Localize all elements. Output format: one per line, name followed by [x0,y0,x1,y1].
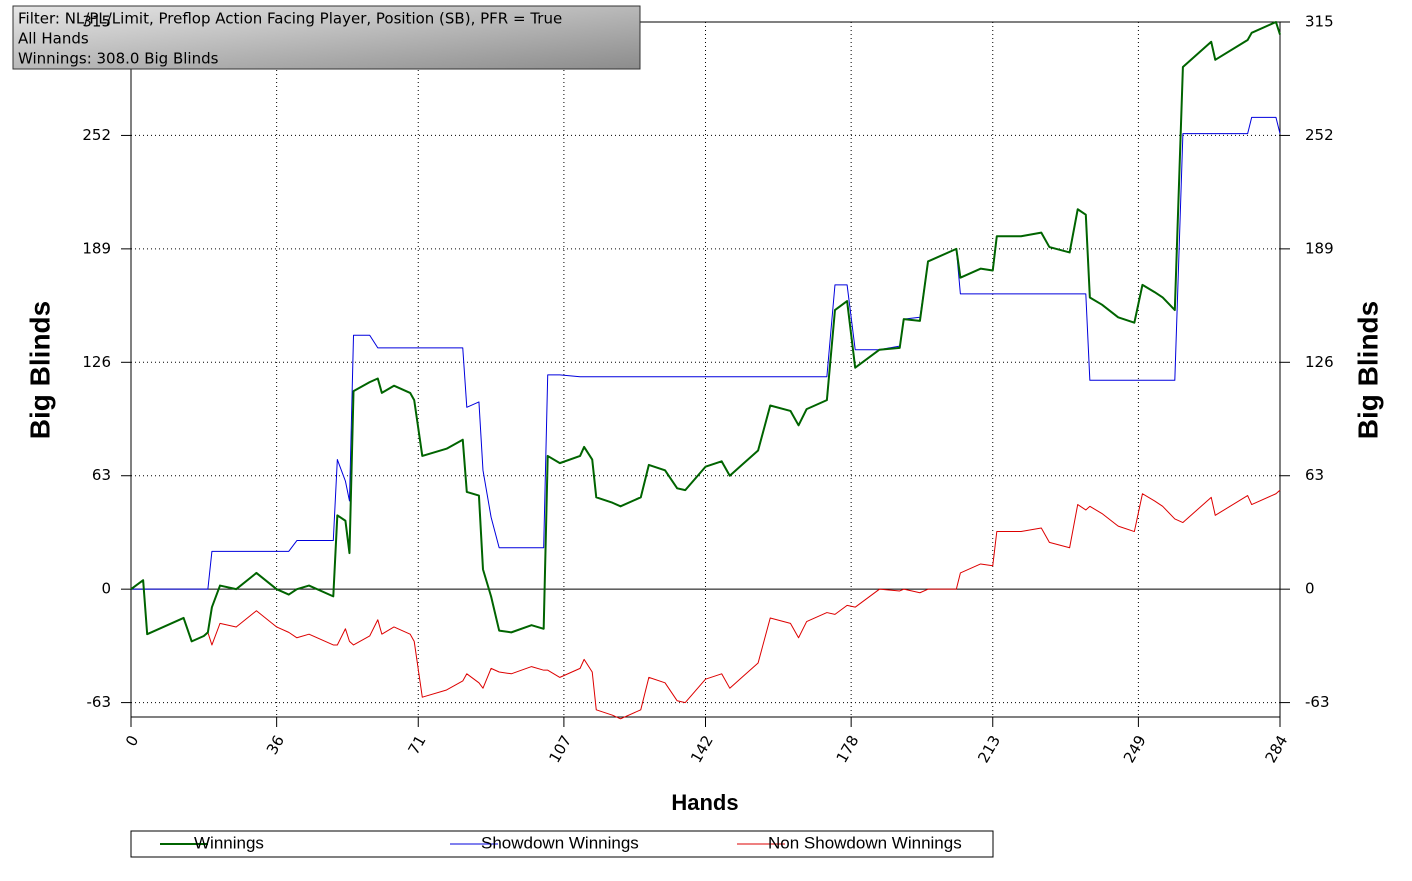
y2-tick-label: 0 [1305,580,1315,598]
x-tick-label: 142 [687,732,717,766]
y2-tick-label: 252 [1305,126,1334,144]
y2-tick-label: 126 [1305,353,1334,371]
y-tick-label: -63 [87,693,112,711]
info-box [12,5,641,70]
y2-axis-label: Big Blinds [1352,301,1383,439]
x-tick-label: 0 [122,732,142,749]
y2-tick-label: 63 [1305,466,1324,484]
plot-area [130,21,1281,718]
series-line [130,21,1281,643]
y-axis-label: Big Blinds [24,301,55,439]
x-tick-label: 71 [404,732,429,758]
y-tick-label: 252 [82,126,111,144]
info-line: Winnings: 308.0 Big Blinds [18,50,219,68]
series-line [130,489,1281,720]
y2-tick-label: 315 [1305,13,1334,31]
y2-tick-label: -63 [1305,693,1330,711]
y2-tick-label: 189 [1305,239,1334,257]
info-line: Filter: NL/PL/Limit, Preflop Action Faci… [18,10,562,28]
x-axis-label: Hands [671,790,738,815]
x-tick-label: 36 [263,732,288,758]
x-tick-label: 213 [974,732,1004,766]
legend [130,830,994,858]
x-tick-label: 107 [545,732,575,766]
info-line: All Hands [18,30,89,48]
x-tick-label: 249 [1120,732,1150,766]
y-tick-label: 189 [82,239,111,257]
series-line [131,116,1281,590]
y-tick-label: 315 [82,13,111,31]
y-tick-label: 0 [101,580,111,598]
x-tick-label: 178 [833,732,863,766]
legend-label: Non Showdown Winnings [768,833,962,852]
legend-label: Showdown Winnings [481,833,639,852]
y-tick-label: 63 [92,466,111,484]
y-tick-label: 126 [82,353,111,371]
x-tick-label: 284 [1261,732,1291,766]
legend-label: Winnings [194,833,264,852]
